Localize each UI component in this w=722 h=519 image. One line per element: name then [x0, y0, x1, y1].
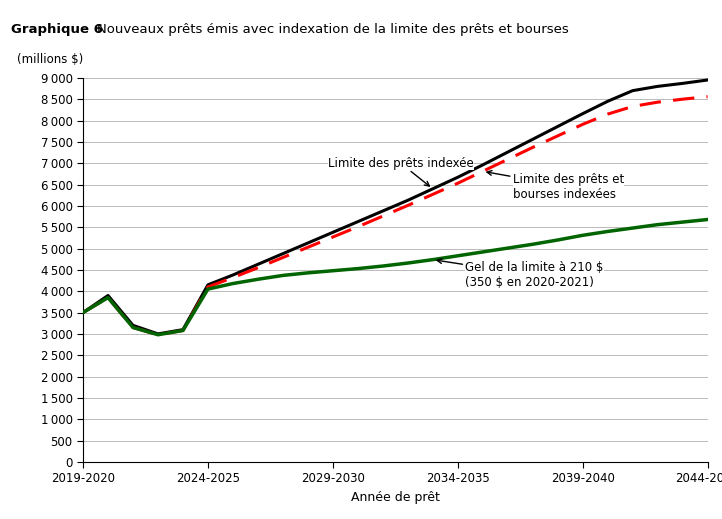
Text: Graphique 6: Graphique 6 [11, 23, 103, 36]
X-axis label: Année de prêt: Année de prêt [351, 491, 440, 504]
Text: Limite des prêts indexée: Limite des prêts indexée [328, 157, 474, 186]
Text: Limite des prêts et
bourses indexées: Limite des prêts et bourses indexées [487, 171, 624, 201]
Text: (millions $): (millions $) [17, 53, 84, 66]
Text: Gel de la limite à 210 $
(350 $ en 2020-2021): Gel de la limite à 210 $ (350 $ en 2020-… [437, 258, 604, 290]
Text: Nouveaux prêts émis avec indexation de la limite des prêts et bourses: Nouveaux prêts émis avec indexation de l… [97, 23, 569, 36]
